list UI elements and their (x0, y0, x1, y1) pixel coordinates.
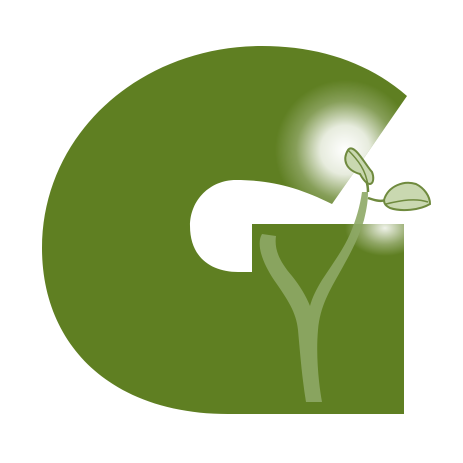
leaf-right (382, 181, 432, 212)
leaf-left (344, 147, 375, 187)
